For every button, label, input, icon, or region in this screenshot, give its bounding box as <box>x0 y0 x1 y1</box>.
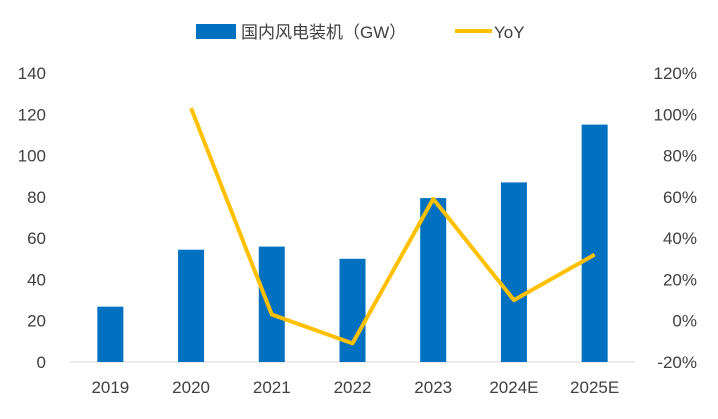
left-tick-label: 100 <box>18 147 46 166</box>
yoy-line <box>189 107 596 346</box>
bar <box>339 258 366 362</box>
bar <box>500 182 527 362</box>
x-tick-label: 2019 <box>91 378 129 397</box>
right-tick-label: -20% <box>657 353 697 372</box>
legend: 国内风电装机（GW） YoY <box>196 23 525 42</box>
bar <box>178 249 205 362</box>
bar <box>258 246 285 362</box>
x-tick-label: 2020 <box>172 378 210 397</box>
right-tick-label: 20% <box>663 270 697 289</box>
right-tick-label: 60% <box>663 188 697 207</box>
left-tick-label: 80 <box>27 188 46 207</box>
left-tick-label: 20 <box>27 312 46 331</box>
legend-label-bar: 国内风电装机（GW） <box>241 23 406 42</box>
bars <box>97 124 608 362</box>
x-tick-label: 2025E <box>570 378 619 397</box>
left-tick-label: 60 <box>27 229 46 248</box>
legend-swatch-bar <box>196 24 236 39</box>
x-tick-label: 2022 <box>334 378 372 397</box>
yoy-line-path <box>189 107 596 346</box>
bar <box>97 306 124 362</box>
right-tick-label: 40% <box>663 229 697 248</box>
right-tick-label: 120% <box>654 64 697 83</box>
legend-label-line: YoY <box>494 23 525 42</box>
x-tick-label: 2021 <box>253 378 291 397</box>
x-axis: 2019 2020 2021 2022 2023 2024E 2025E <box>91 378 619 397</box>
left-tick-label: 140 <box>18 64 46 83</box>
left-tick-label: 40 <box>27 270 46 289</box>
right-tick-label: 0% <box>672 312 697 331</box>
bar <box>420 198 447 362</box>
x-tick-label: 2023 <box>414 378 452 397</box>
right-axis: -20% 0% 20% 40% 60% 80% 100% 120% <box>654 64 697 372</box>
right-tick-label: 80% <box>663 147 697 166</box>
right-tick-label: 100% <box>654 105 697 124</box>
bar <box>581 124 608 362</box>
left-axis: 0 20 40 60 80 100 120 140 <box>18 64 46 372</box>
left-tick-label: 0 <box>37 353 46 372</box>
x-tick-label: 2024E <box>489 378 538 397</box>
left-tick-label: 120 <box>18 105 46 124</box>
